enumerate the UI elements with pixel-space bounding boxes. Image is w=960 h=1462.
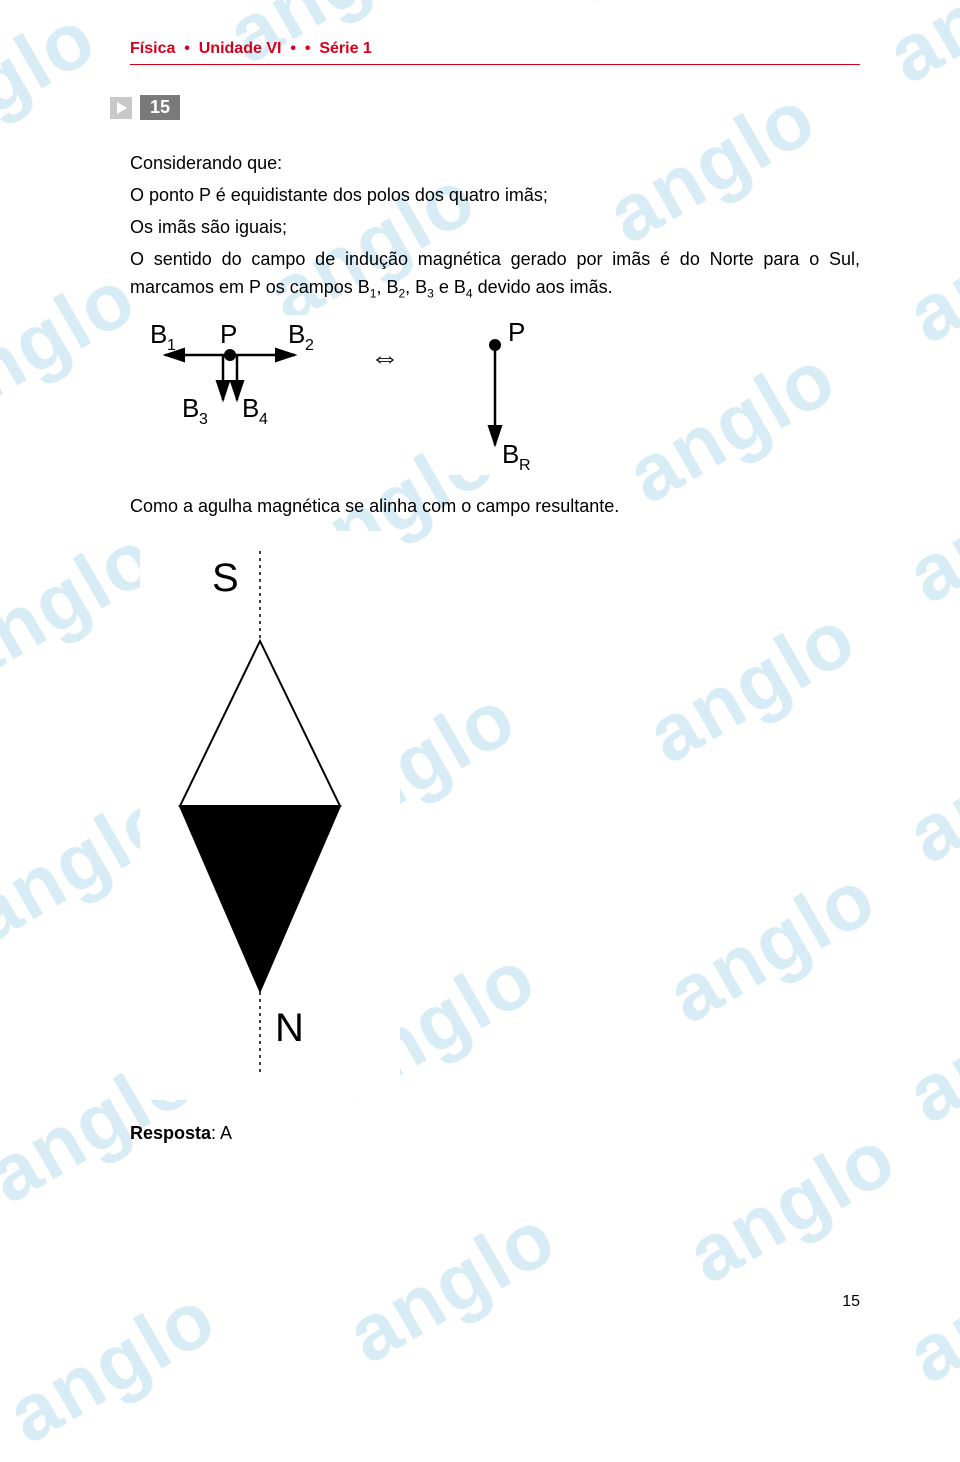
question-number: 15 — [140, 95, 180, 120]
intro-text: Considerando que: — [130, 150, 860, 178]
equiv-icon: ⇔ — [370, 315, 400, 382]
page-content: Física • Unidade VI • • Série 1 15 Consi… — [0, 0, 960, 1187]
compass-n-label: N — [275, 1006, 304, 1050]
diagram-b-vectors: B1 P B2 B3 B4 — [130, 315, 330, 435]
svg-text:P: P — [508, 317, 525, 347]
line2-text: Os imãs são iguais; — [130, 214, 860, 242]
svg-text:2: 2 — [305, 337, 314, 354]
play-icon — [110, 97, 132, 119]
header-subject: Física — [130, 40, 175, 57]
svg-text:B: B — [150, 319, 167, 349]
svg-text:B: B — [242, 393, 259, 423]
line3-text: O sentido do campo de indução magnética … — [130, 246, 860, 303]
bullet-icon: • — [184, 40, 190, 57]
line1-text: O ponto P é equidistante dos polos dos q… — [130, 182, 860, 210]
compass-s-label: S — [212, 556, 239, 600]
compass-diagram: S N — [140, 531, 400, 1100]
svg-text:B: B — [502, 439, 519, 469]
question-body: Considerando que: O ponto P é equidistan… — [130, 150, 860, 1147]
bullet-icon: • — [305, 40, 311, 57]
page-header: Física • Unidade VI • • Série 1 — [130, 40, 860, 65]
question-number-block: 15 — [110, 95, 860, 120]
answer-label: Resposta — [130, 1123, 211, 1143]
vector-diagrams: B1 P B2 B3 B4 ⇔ P BR — [130, 315, 860, 475]
bullet-icon: • — [290, 40, 296, 57]
svg-text:1: 1 — [167, 337, 176, 354]
page-number: 15 — [842, 1293, 860, 1311]
conclusion-text: Como a agulha magnética se alinha com o … — [130, 493, 860, 521]
svg-text:P: P — [220, 319, 237, 349]
svg-text:3: 3 — [199, 411, 208, 428]
svg-text:R: R — [519, 457, 531, 474]
diagram-br-vector: P BR — [440, 315, 560, 475]
svg-text:4: 4 — [259, 411, 268, 428]
answer-line: Resposta: A — [130, 1120, 860, 1148]
svg-text:B: B — [288, 319, 305, 349]
header-series: Série 1 — [319, 40, 371, 57]
answer-value: A — [220, 1123, 232, 1143]
svg-text:B: B — [182, 393, 199, 423]
header-unit: Unidade VI — [199, 40, 282, 57]
